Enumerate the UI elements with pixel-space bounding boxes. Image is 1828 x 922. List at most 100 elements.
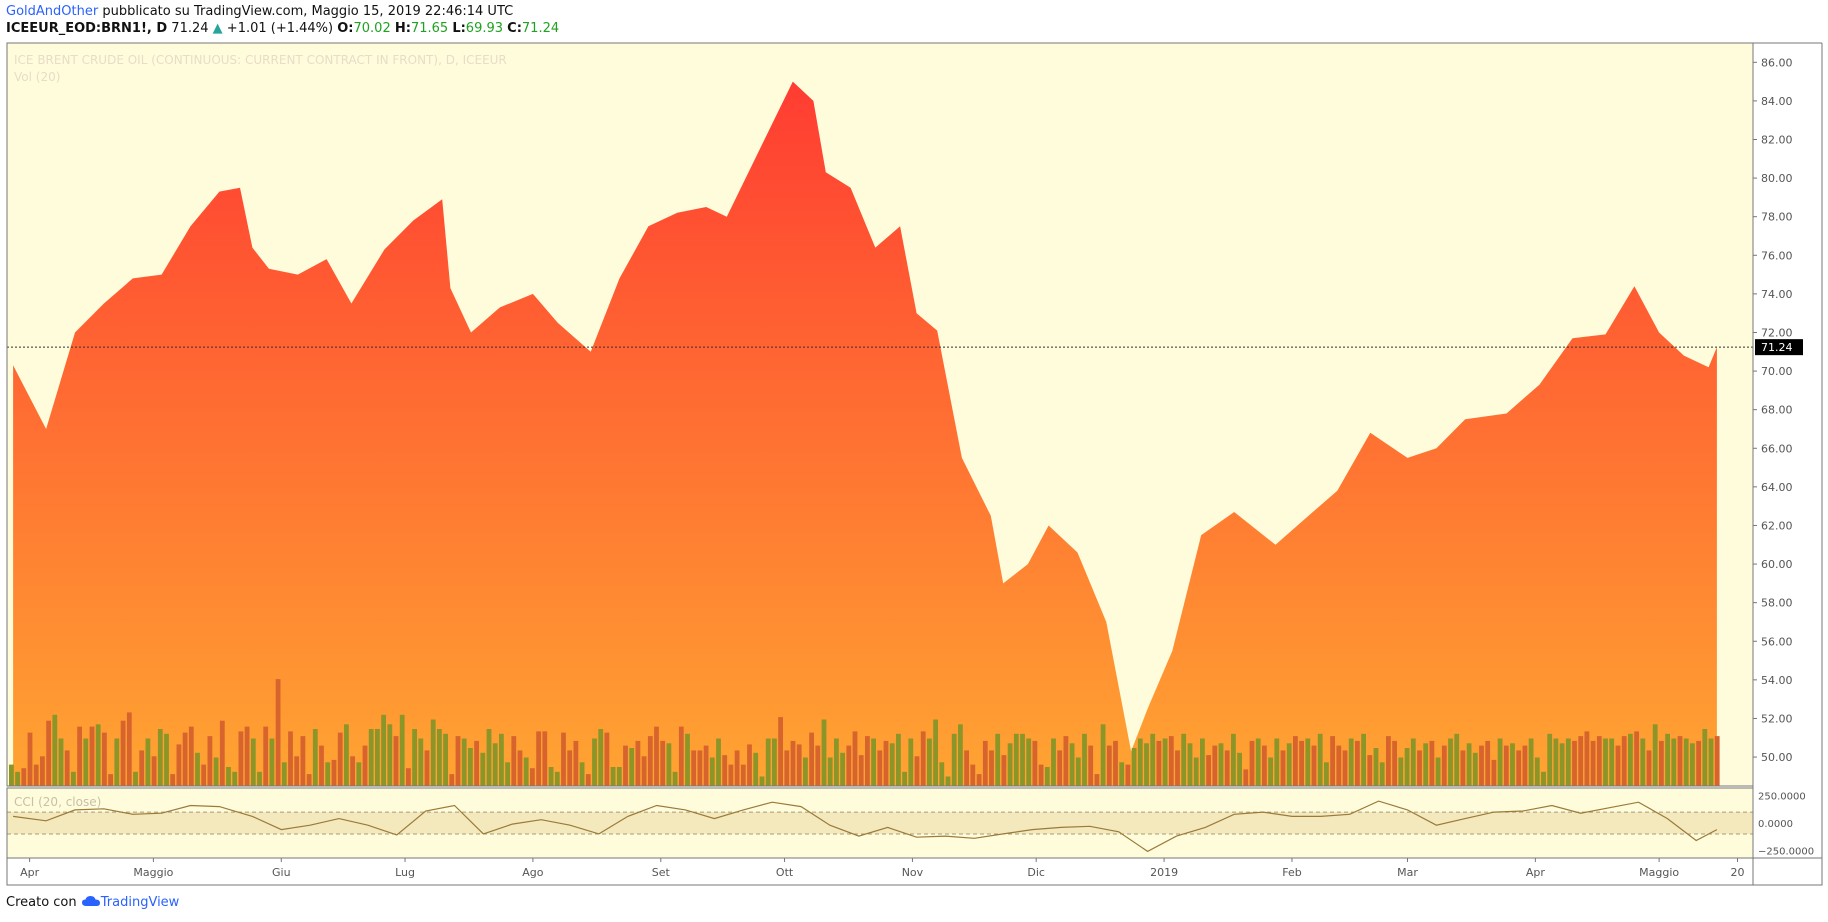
volume-bar (1150, 733, 1156, 787)
footer: Creato con TradingView (6, 895, 179, 910)
volume-bar (858, 755, 864, 786)
volume-bar (1584, 731, 1590, 786)
volume-bar (945, 776, 951, 786)
volume-bar (1429, 740, 1435, 786)
volume-bar (666, 743, 672, 787)
volume-bar (852, 731, 858, 786)
volume-bar (1665, 733, 1670, 787)
volume-bar (1255, 738, 1261, 786)
volume-bar (511, 736, 517, 786)
volume-bar (548, 767, 554, 786)
volume-bar (1274, 738, 1280, 786)
volume-bar (505, 762, 510, 787)
volume-bar (1466, 743, 1472, 787)
volume-bar (114, 738, 120, 786)
volume-bar (257, 771, 262, 787)
volume-bar (120, 720, 126, 786)
volume-bar (1051, 738, 1056, 786)
volume-bar (356, 762, 362, 787)
x-tick-label: Set (652, 866, 671, 879)
volume-bar (480, 752, 486, 787)
x-tick-label: 2019 (1150, 866, 1178, 879)
volume-bar (1454, 733, 1460, 787)
volume-bar (908, 738, 914, 786)
volume-bar (542, 731, 548, 786)
volume-bar (362, 745, 368, 786)
volume-bar (1435, 757, 1441, 786)
volume-bar (201, 764, 207, 786)
x-tick-label: Maggio (1639, 866, 1679, 879)
volume-bar (46, 720, 51, 786)
y-tick-label: 56.00 (1761, 635, 1793, 648)
volume-bar (964, 750, 969, 786)
volume-bar (579, 762, 585, 787)
volume-bar (1578, 736, 1584, 786)
volume-bar (1634, 731, 1639, 786)
volume-bar (958, 724, 963, 787)
x-tick-label: Lug (395, 866, 415, 879)
volume-bar (1212, 745, 1218, 786)
volume-bar (325, 762, 331, 787)
volume-bar (1038, 764, 1044, 786)
ohlc-line: ICEEUR_EOD:BRN1!, D 71.24 ▲ +1.01 (+1.44… (6, 20, 559, 37)
volume-bar (1044, 767, 1050, 786)
volume-bar (226, 767, 231, 786)
volume-bar (157, 729, 163, 786)
y-tick-label: 78.00 (1761, 211, 1793, 224)
volume-bar (15, 771, 20, 787)
volume-bar (1485, 740, 1491, 786)
cci-tick-label: 250.0000 (1758, 792, 1806, 803)
volume-bar (1572, 740, 1577, 786)
volume-bar (660, 740, 666, 786)
volume-bar (486, 729, 492, 786)
volume-bar (368, 729, 374, 786)
volume-bar (896, 733, 901, 787)
volume-bar (1168, 736, 1174, 786)
volume-bar (1404, 748, 1410, 786)
volume-bar (1659, 740, 1664, 786)
tradingview-cloud-icon[interactable] (81, 895, 101, 910)
volume-bar (821, 719, 827, 786)
volume-bar (1317, 733, 1323, 787)
volume-bar (1218, 743, 1224, 787)
tradingview-link[interactable]: TradingView (100, 895, 180, 910)
volume-bar (1013, 733, 1019, 787)
volume-bar (83, 738, 89, 786)
price-axis[interactable]: 86.00 84.00 82.00 80.00 78.00 76.00 74.00 72.00… (1753, 56, 1793, 764)
volume-bar (1528, 738, 1534, 786)
high-label: H: (394, 21, 411, 36)
volume-bar (455, 736, 461, 786)
volume-bar (933, 719, 938, 786)
x-tick-label: Giu (272, 866, 291, 879)
volume-bar (1231, 733, 1236, 787)
volume-bar (827, 757, 833, 786)
volume-bar (753, 752, 759, 787)
volume-bar (1652, 724, 1658, 787)
volume-bar (108, 774, 113, 786)
volume-bar (871, 738, 876, 786)
volume-bar (672, 771, 678, 787)
volume-bar (64, 750, 70, 786)
volume-bar (1503, 745, 1509, 786)
volume-bars (9, 679, 1720, 787)
volume-bar (734, 750, 740, 786)
time-axis[interactable]: Apr Maggio Giu Lug Ago Set Ott Nov Dic 2019 Feb Mar… (20, 858, 1745, 879)
volume-bar (474, 740, 479, 786)
open-label: O: (337, 21, 354, 36)
volume-bar (176, 744, 182, 786)
volume-bar (1379, 762, 1385, 787)
close-label: C: (507, 21, 522, 36)
symbol-label: ICEEUR_EOD:BRN1!, D (6, 21, 168, 36)
volume-bar (1367, 755, 1373, 786)
volume-bar (598, 729, 604, 786)
last-price: 71.24 (171, 21, 209, 36)
y-tick-label: 64.00 (1761, 481, 1793, 494)
volume-bar (1696, 740, 1701, 786)
volume-bar (1280, 750, 1286, 786)
volume-bar (350, 756, 355, 786)
y-tick-label: 58.00 (1761, 597, 1793, 610)
volume-bar (418, 738, 424, 786)
author-link[interactable]: GoldAndOther (6, 4, 99, 19)
created-with-label: Creato con (6, 895, 77, 910)
